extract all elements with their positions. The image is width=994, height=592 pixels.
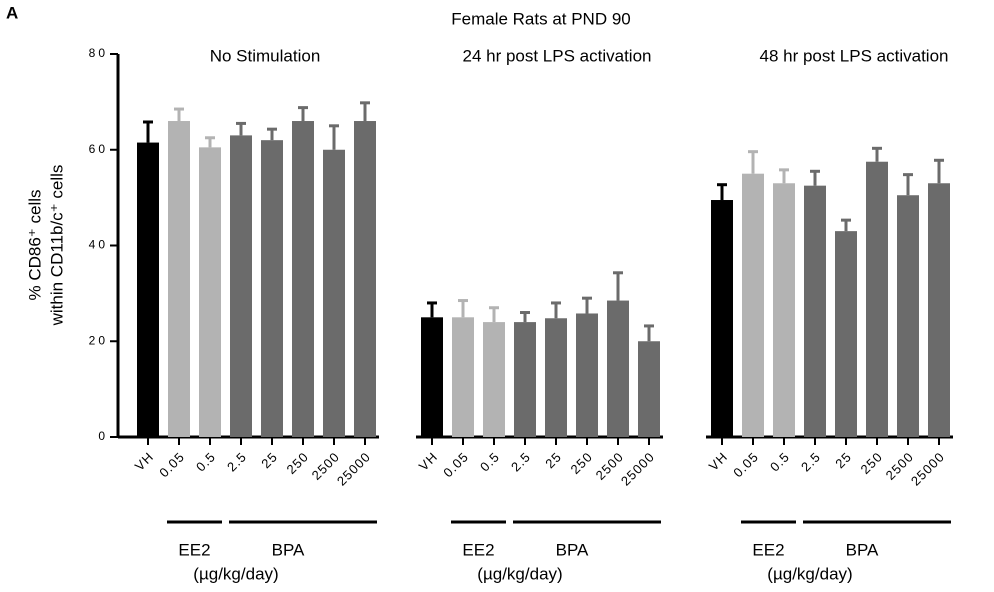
x-tick-label: 250: [857, 449, 885, 477]
unit-label: (µg/kg/day): [477, 564, 562, 583]
bar: [137, 142, 159, 437]
x-tick-label: 0.05: [440, 449, 471, 480]
y-tick-label: 0: [98, 429, 108, 443]
bar: [483, 322, 505, 437]
bar: [638, 341, 660, 437]
y-label-line: % CD86⁺ cells: [25, 189, 44, 300]
unit-label: (µg/kg/day): [193, 564, 278, 583]
bar: [928, 183, 950, 437]
x-tick-label: VH: [416, 449, 441, 474]
bar: [773, 183, 795, 437]
y-tick-label: 20: [89, 333, 108, 347]
group-title: No Stimulation: [210, 46, 321, 65]
x-tick-label: 2.5: [798, 449, 824, 475]
x-tick-label: 2.5: [508, 449, 534, 475]
bar: [835, 231, 857, 437]
bracket-label: EE2: [178, 540, 210, 559]
bar: [292, 121, 314, 438]
bracket-label: EE2: [462, 540, 494, 559]
unit-label: (µg/kg/day): [767, 564, 852, 583]
bar: [261, 140, 283, 438]
x-tick-label: 25: [832, 449, 854, 471]
group-title: 24 hr post LPS activation: [462, 46, 651, 65]
chart-title: Female Rats at PND 90: [451, 9, 631, 28]
x-tick-label: 2.5: [224, 449, 250, 475]
bar: [168, 121, 190, 438]
x-tick-label: 0.05: [156, 449, 187, 480]
x-tick-label: 0.05: [730, 449, 761, 480]
bracket-label: EE2: [752, 540, 784, 559]
bar: [514, 322, 536, 437]
x-tick-label: 250: [567, 449, 595, 477]
x-tick-label: 0.5: [767, 449, 793, 475]
bar: [711, 200, 733, 437]
bar: [230, 135, 252, 437]
x-tick-label: 0.5: [477, 449, 503, 475]
x-tick-label: 0.5: [193, 449, 219, 475]
bar: [742, 173, 764, 437]
bar: [545, 318, 567, 437]
bar: [421, 317, 443, 437]
x-tick-label: 25: [542, 449, 564, 471]
x-tick-label: VH: [132, 449, 157, 474]
x-tick-label: 25000: [618, 449, 658, 489]
bracket-label: BPA: [556, 540, 589, 559]
group-title: 48 hr post LPS activation: [759, 46, 948, 65]
bar: [199, 147, 221, 437]
x-tick-label: 250: [283, 449, 311, 477]
y-tick-label: 80: [89, 46, 108, 60]
x-tick-label: VH: [706, 449, 731, 474]
bar: [866, 161, 888, 437]
y-tick-label: 40: [89, 238, 108, 252]
panel-label: A: [6, 3, 18, 22]
x-tick-label: 25000: [334, 449, 374, 489]
bar: [323, 149, 345, 437]
y-label-line: within CD11b/c⁺ cells: [47, 165, 66, 327]
x-tick-label: 25: [258, 449, 280, 471]
bracket-label: BPA: [846, 540, 879, 559]
bar: [354, 121, 376, 438]
bar: [804, 185, 826, 437]
bar: [576, 313, 598, 437]
bar: [897, 195, 919, 437]
y-axis-label: % CD86⁺ cells within CD11b/c⁺ cells: [25, 165, 66, 327]
bracket-label: BPA: [272, 540, 305, 559]
y-tick-label: 60: [89, 142, 108, 156]
x-tick-label: 25000: [908, 449, 948, 489]
bar: [452, 317, 474, 437]
bar: [607, 300, 629, 437]
